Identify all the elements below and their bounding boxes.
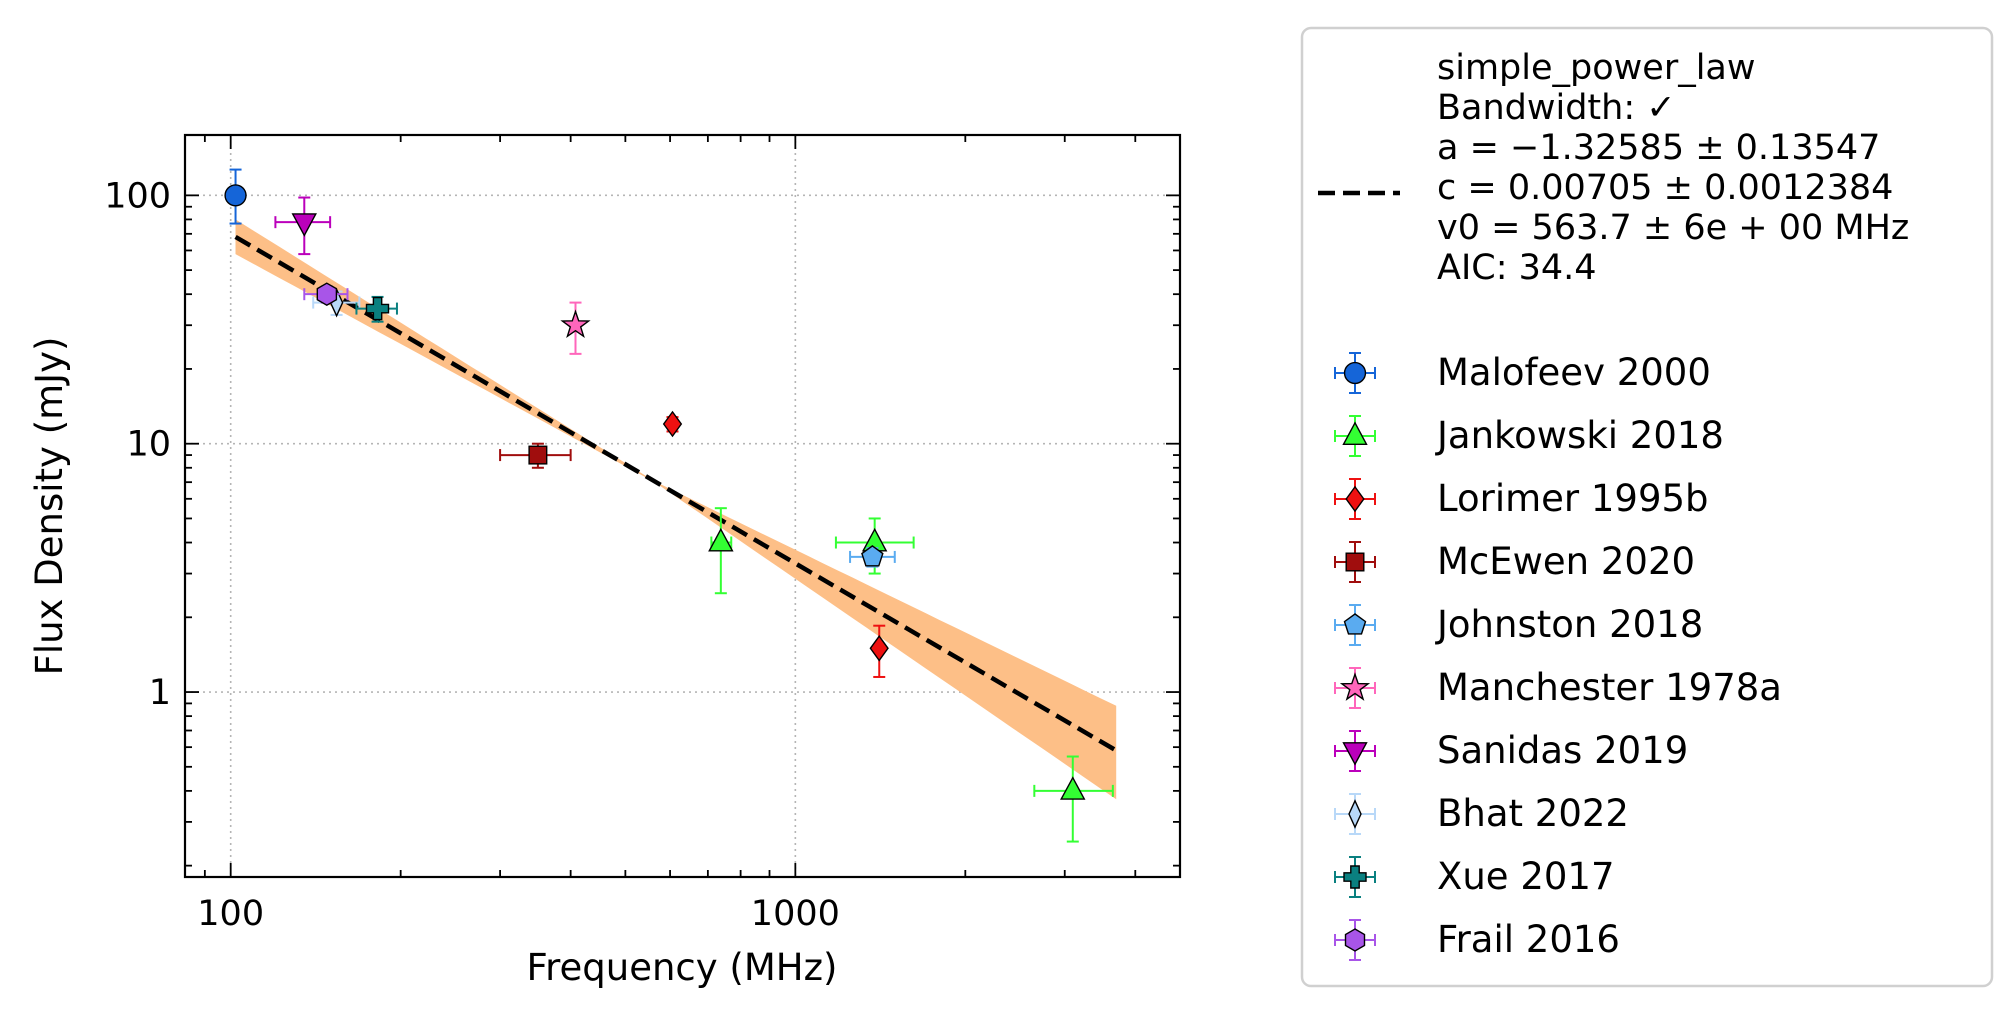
series-group — [355, 295, 398, 323]
legend-label: Bhat 2022 — [1437, 792, 1629, 835]
legend-label: Xue 2017 — [1437, 855, 1614, 898]
legend-entry: Lorimer 1995b — [1334, 477, 1709, 520]
series-group — [708, 507, 1114, 843]
legend-fit-text: v0 = 563.7 ± 6e + 00 MHz — [1437, 208, 1909, 248]
legend-fit-text: a = −1.32585 ± 0.13547 — [1437, 128, 1880, 168]
legend-fit-text: AIC: 34.4 — [1437, 248, 1597, 288]
legend-label: Jankowski 2018 — [1435, 414, 1724, 457]
legend-entry: Bhat 2022 — [1334, 792, 1629, 835]
legend-marker — [1343, 361, 1367, 385]
legend-fit-text: simple_power_law — [1437, 48, 1756, 88]
grid — [185, 135, 1180, 877]
series-group — [560, 301, 591, 355]
data-point — [662, 410, 683, 438]
data-point — [291, 213, 317, 237]
legend-marker — [1348, 799, 1362, 829]
y-axis-label: Flux Density (mJy) — [28, 337, 71, 676]
legend-label: Malofeev 2000 — [1437, 351, 1711, 394]
data-point — [1060, 776, 1086, 800]
legend-label: Lorimer 1995b — [1437, 477, 1709, 520]
legend-entry: Malofeev 2000 — [1334, 351, 1711, 394]
y-tick-label: 10 — [126, 425, 171, 465]
data-point — [708, 527, 734, 552]
data-point — [365, 296, 390, 321]
legend-label: Johnston 2018 — [1435, 603, 1703, 646]
series-group — [274, 196, 332, 256]
data-point — [316, 282, 338, 307]
legend-label: McEwen 2020 — [1437, 540, 1695, 583]
legend-fit-text: Bandwidth: ✓ — [1437, 88, 1676, 128]
legend-box — [1300, 26, 1994, 988]
legend-entry: Sanidas 2019 — [1334, 729, 1688, 772]
y-tick-label: 100 — [104, 176, 171, 216]
data-layer — [224, 168, 1114, 843]
data-point — [224, 184, 247, 207]
y-tick-label: 1 — [149, 673, 171, 713]
legend-entry: Manchester 1978a — [1334, 666, 1782, 709]
legend-label: Frail 2016 — [1437, 918, 1620, 961]
x-tick-label: 100 — [197, 894, 264, 934]
data-point — [861, 545, 884, 567]
fit-line — [234, 234, 1118, 753]
series-group — [499, 442, 572, 469]
legend-entry: McEwen 2020 — [1334, 540, 1695, 583]
fit-line-layer — [234, 234, 1118, 753]
data-point — [560, 309, 591, 339]
legend-marker — [1339, 672, 1371, 701]
legend-fit-text: c = 0.00705 ± 0.0012384 — [1437, 168, 1893, 208]
series-group — [662, 410, 889, 678]
series-group — [303, 282, 349, 307]
legend-entry: Frail 2016 — [1334, 918, 1620, 961]
legend-marker — [1345, 552, 1365, 572]
legend-marker — [1345, 485, 1365, 513]
x-axis-label: Frequency (MHz) — [527, 946, 838, 989]
x-tick-label: 1000 — [751, 894, 840, 934]
legend-label: Sanidas 2019 — [1437, 729, 1688, 772]
legend-marker — [1343, 613, 1367, 635]
legend-marker — [1343, 865, 1367, 889]
legend-marker — [1344, 928, 1366, 952]
series-group — [224, 168, 247, 225]
plot-frame — [183, 133, 1182, 879]
legend-marker — [1342, 421, 1368, 445]
series-group — [849, 545, 896, 568]
legend-marker — [1342, 742, 1368, 766]
legend-label: Manchester 1978a — [1437, 666, 1782, 709]
legend-entry: Johnston 2018 — [1334, 603, 1703, 646]
legend-entry: Jankowski 2018 — [1334, 414, 1724, 457]
legend-entry: Xue 2017 — [1334, 855, 1614, 898]
data-point — [528, 445, 548, 465]
data-point — [869, 635, 889, 662]
axis-ticks: 100 1000 1 10 100 — [104, 135, 1180, 934]
